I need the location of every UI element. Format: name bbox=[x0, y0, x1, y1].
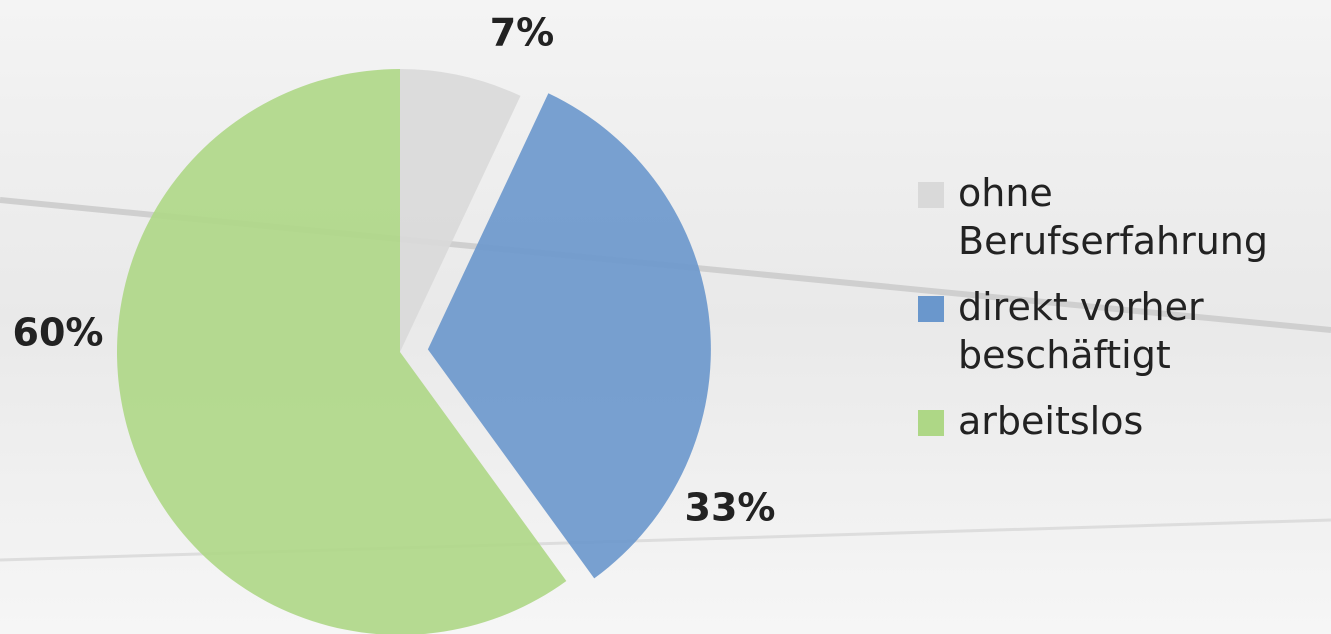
data-label: 33% bbox=[685, 486, 776, 530]
legend-label: ohne Berufserfahrung bbox=[958, 171, 1268, 263]
pie-slice bbox=[427, 93, 711, 579]
pie bbox=[117, 69, 711, 634]
legend-swatch bbox=[918, 182, 944, 208]
legend-label: arbeitslos bbox=[958, 399, 1143, 443]
data-label: 60% bbox=[13, 311, 104, 355]
data-label: 7% bbox=[490, 11, 555, 55]
legend-swatch bbox=[918, 296, 944, 322]
pie-slice bbox=[117, 69, 567, 634]
pie-slice bbox=[400, 69, 521, 352]
legend-label: direkt vorher beschäftigt bbox=[958, 285, 1204, 377]
legend: ohne Berufserfahrung direkt vorher beschäft… bbox=[918, 171, 1268, 443]
legend-swatch bbox=[918, 410, 944, 436]
